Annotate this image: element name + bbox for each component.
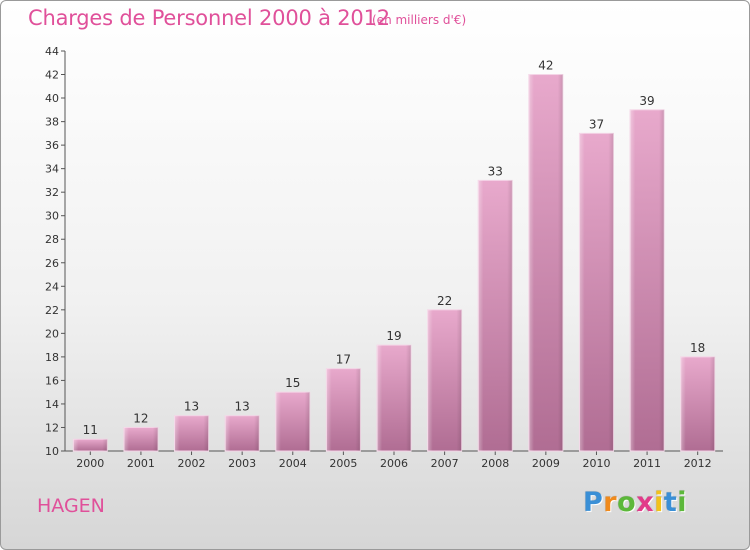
bar-shade — [630, 109, 665, 451]
y-tick-label: 22 — [45, 304, 59, 317]
bar-shade — [680, 356, 715, 451]
y-tick-label: 10 — [45, 445, 59, 458]
y-tick-label: 18 — [45, 351, 59, 364]
y-tick-label: 20 — [45, 327, 59, 340]
x-tick-label: 2004 — [279, 457, 307, 470]
bar-value-label: 18 — [690, 341, 705, 355]
bar-value-label: 19 — [386, 329, 401, 343]
logo-letter: i — [654, 487, 664, 518]
bar-value-label: 13 — [235, 400, 250, 414]
chart-title: Charges de Personnel 2000 à 2012 — [28, 6, 390, 30]
y-tick-label: 40 — [45, 92, 59, 105]
bar-value-label: 39 — [639, 94, 654, 108]
bar-shade — [326, 368, 361, 451]
y-tick-label: 36 — [45, 139, 59, 152]
x-tick-label: 2002 — [178, 457, 206, 470]
logo-letter: P — [583, 487, 604, 518]
x-tick-label: 2007 — [431, 457, 459, 470]
bar-value-label: 15 — [285, 376, 300, 390]
x-tick-label: 2000 — [76, 457, 104, 470]
y-tick-label: 44 — [45, 45, 59, 58]
bar-shade — [579, 133, 614, 451]
bar-shade — [427, 309, 462, 451]
x-tick-label: 2001 — [127, 457, 155, 470]
y-tick-label: 32 — [45, 186, 59, 199]
bar-value-label: 37 — [589, 117, 604, 131]
y-tick-label: 42 — [45, 69, 59, 82]
bar-value-label: 42 — [538, 59, 553, 73]
x-tick-label: 2008 — [481, 457, 509, 470]
city-name: HAGEN — [37, 495, 105, 517]
y-tick-label: 14 — [45, 398, 59, 411]
bar-value-label: 17 — [336, 353, 351, 367]
chart-subtitle: (en milliers d'€) — [372, 13, 467, 27]
bar-shade — [528, 74, 563, 451]
y-tick-label: 34 — [45, 163, 59, 176]
bar-value-label: 11 — [83, 423, 98, 437]
bar-shade — [174, 415, 209, 451]
bar-shade — [377, 345, 411, 451]
bar-value-label: 13 — [184, 400, 199, 414]
y-tick-label: 12 — [45, 421, 59, 434]
x-tick-label: 2003 — [228, 457, 256, 470]
bar-shade — [73, 439, 108, 451]
y-tick-label: 38 — [45, 116, 59, 129]
y-tick-label: 30 — [45, 210, 59, 223]
y-tick-label: 16 — [45, 374, 59, 387]
bar-shade — [225, 415, 260, 451]
y-tick-label: 26 — [45, 257, 59, 270]
y-tick-label: 24 — [45, 280, 59, 293]
x-tick-label: 2009 — [532, 457, 560, 470]
x-tick-label: 2006 — [380, 457, 408, 470]
bar-value-label: 12 — [133, 411, 148, 425]
bar-shade — [123, 427, 158, 451]
bar-value-label: 33 — [488, 164, 503, 178]
logo-letter: r — [603, 487, 618, 518]
logo-letter: x — [636, 487, 655, 518]
x-tick-label: 2012 — [684, 457, 712, 470]
logo-letter: o — [617, 487, 637, 518]
logo-letter: i — [677, 487, 688, 518]
logo-letter: t — [663, 487, 678, 518]
bar-shade — [275, 392, 310, 451]
x-tick-label: 2005 — [329, 457, 357, 470]
y-tick-label: 28 — [45, 233, 59, 246]
bar-value-label: 22 — [437, 294, 452, 308]
x-tick-label: 2010 — [582, 457, 610, 470]
x-tick-label: 2011 — [633, 457, 661, 470]
proxiti-logo: Proxiti — [583, 487, 687, 518]
bar-shade — [478, 180, 513, 452]
